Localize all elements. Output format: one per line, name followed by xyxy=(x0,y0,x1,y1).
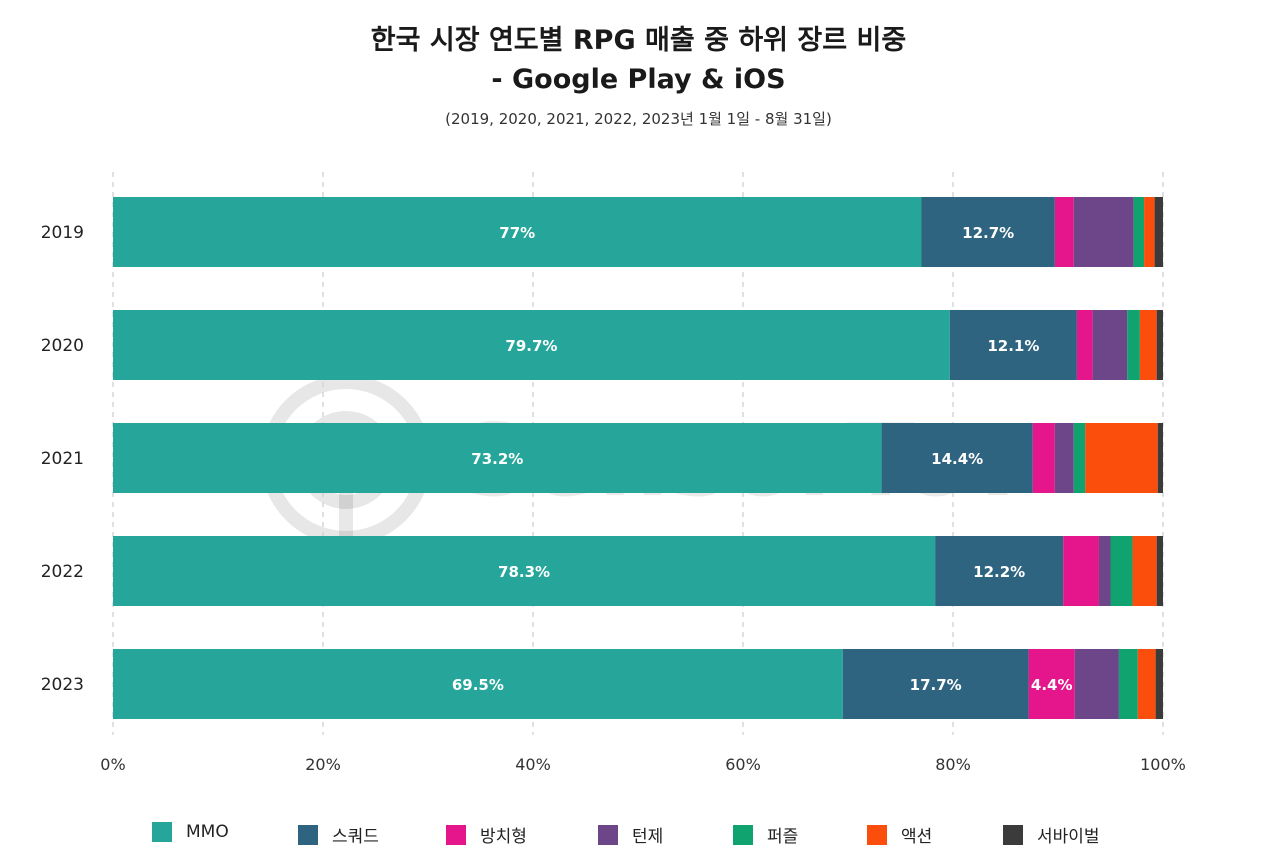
bar-segment xyxy=(1133,197,1145,267)
x-tick-label: 20% xyxy=(305,755,341,774)
bar-segment xyxy=(1155,649,1163,719)
bar-segment xyxy=(1073,197,1134,267)
bar-segment xyxy=(1144,197,1155,267)
data-label: 4.4% xyxy=(1031,676,1073,694)
data-label: 14.4% xyxy=(931,450,983,468)
bar-segment xyxy=(1154,197,1163,267)
bar-segment xyxy=(1054,423,1074,493)
bar-segment xyxy=(1098,536,1111,606)
bar-segment xyxy=(1110,536,1133,606)
bar-segment xyxy=(1063,536,1099,606)
bar-segment xyxy=(1054,197,1074,267)
bar-segment xyxy=(921,197,1055,267)
bar-segment xyxy=(113,197,922,267)
data-label: 69.5% xyxy=(452,676,504,694)
legend: MMO 스쿼드 방치형 턴제 퍼즐 액션 서바이벌 xyxy=(0,818,1277,852)
bar-segment xyxy=(1132,536,1157,606)
bar-segment xyxy=(1085,423,1158,493)
data-label: 79.7% xyxy=(505,337,557,355)
x-tick-label: 60% xyxy=(725,755,761,774)
x-tick-label: 80% xyxy=(935,755,971,774)
bar-segment xyxy=(1127,310,1140,380)
bar-segment xyxy=(113,649,843,719)
bar-segment xyxy=(113,423,882,493)
bar-segment xyxy=(1139,310,1157,380)
legend-item: 스쿼드 xyxy=(298,822,379,847)
bar-segment xyxy=(1032,423,1055,493)
bar-segment xyxy=(1092,310,1128,380)
y-tick-label: 2019 xyxy=(41,223,84,243)
bar-segment xyxy=(881,423,1033,493)
x-tick-label: 100% xyxy=(1140,755,1186,774)
legend-label: 방치형 xyxy=(480,827,527,847)
bar-segment xyxy=(935,536,1064,606)
chart-title: 한국 시장 연도별 RPG 매출 중 하위 장르 비중 xyxy=(370,25,907,56)
bar-segment xyxy=(842,649,1029,719)
bar-segment xyxy=(1073,423,1086,493)
bar-segment xyxy=(1118,649,1138,719)
legend-label: 스쿼드 xyxy=(332,827,379,847)
legend-swatch xyxy=(298,824,318,845)
data-label: 17.7% xyxy=(910,676,962,694)
legend-item: 턴제 xyxy=(598,822,663,847)
legend-item: 액션 xyxy=(867,822,932,847)
chart-subtitle: (2019, 2020, 2021, 2022, 2023년 1월 1일 - 8… xyxy=(445,110,832,128)
data-label: 12.1% xyxy=(987,337,1039,355)
legend-label: MMO xyxy=(186,822,229,842)
bar-segment xyxy=(1028,649,1075,719)
legend-swatch xyxy=(598,824,618,845)
x-tick-label: 0% xyxy=(100,755,125,774)
legend-item: 서바이벌 xyxy=(1003,822,1100,847)
bar-segment xyxy=(1156,310,1163,380)
bar-segment xyxy=(1076,310,1093,380)
bar-segment xyxy=(113,310,950,380)
bar-segment xyxy=(113,536,936,606)
legend-label: 턴제 xyxy=(632,827,664,847)
legend-swatch xyxy=(733,824,753,845)
bar-segment xyxy=(1157,423,1163,493)
legend-item: 퍼즐 xyxy=(733,822,798,847)
y-tick-label: 2022 xyxy=(41,562,84,582)
chart-title-line2: - Google Play & iOS xyxy=(491,64,786,95)
legend-swatch xyxy=(867,824,887,845)
legend-swatch xyxy=(152,822,172,842)
legend-swatch xyxy=(1003,824,1023,845)
bar-segment xyxy=(949,310,1077,380)
legend-label: 서바이벌 xyxy=(1037,827,1100,847)
legend-swatch xyxy=(446,824,466,845)
x-tick-label: 40% xyxy=(515,755,551,774)
legend-label: 퍼즐 xyxy=(767,827,799,847)
data-label: 73.2% xyxy=(471,450,523,468)
data-label: 78.3% xyxy=(498,563,550,581)
bar-segment xyxy=(1074,649,1119,719)
y-tick-label: 2023 xyxy=(41,675,84,695)
legend-label: 액션 xyxy=(901,827,933,847)
bar-segment xyxy=(1137,649,1156,719)
data-label: 77% xyxy=(499,224,535,242)
y-tick-label: 2020 xyxy=(41,336,84,356)
data-label: 12.2% xyxy=(973,563,1025,581)
stacked-bar-chart: 0% 20% 40% 60% 80% 100% 2019 77% 12.7% 2020 79.7% 1… xyxy=(41,172,1186,774)
bar-segment xyxy=(1156,536,1163,606)
y-tick-label: 2021 xyxy=(41,449,84,469)
data-label: 12.7% xyxy=(962,224,1014,242)
legend-item: MMO xyxy=(152,822,229,842)
legend-item: 방치형 xyxy=(446,822,527,847)
